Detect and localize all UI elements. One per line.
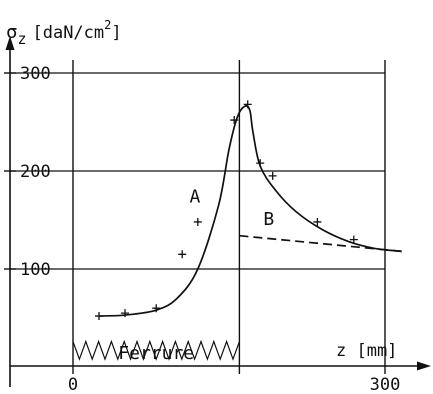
y-label-unit: [daN/cm [32, 23, 104, 43]
ferrure-label: Ferrure [118, 343, 194, 364]
measured-points [95, 100, 358, 321]
x-axis-label: z [mm] [336, 341, 397, 361]
y-tick-label-1: 200 [20, 162, 51, 182]
y-tick-label-2: 300 [20, 64, 51, 84]
data-point-0 [95, 312, 103, 321]
series-labels: AB [189, 186, 274, 230]
ferrure-zigzag [72, 339, 240, 361]
data-point-8 [268, 171, 277, 180]
series-label-A: A [189, 186, 200, 207]
x-tick-label-0: 0 [68, 375, 78, 394]
y-label-symbol: σ [6, 21, 17, 43]
y-ticks: 100 200 300 [4, 64, 51, 280]
data-point-4 [193, 217, 202, 226]
data-point-3 [178, 250, 187, 259]
data-point-7 [256, 159, 265, 168]
data-point-6 [243, 100, 252, 109]
series-line-A [98, 105, 402, 317]
series-group [98, 105, 402, 317]
data-point-10 [349, 235, 358, 244]
y-tick-label-0: 100 [20, 260, 51, 280]
data-point-9 [313, 217, 322, 226]
x-axis-arrow [417, 361, 431, 371]
y-axis-label: σz [daN/cm2] [6, 18, 122, 48]
ferrure-region: Ferrure [72, 339, 240, 364]
data-point-5 [230, 116, 239, 125]
y-label-subscript: z [17, 30, 26, 48]
series-label-B: B [263, 209, 274, 230]
y-label-close: ] [111, 23, 121, 43]
data-point-1 [121, 309, 129, 318]
data-point-2 [152, 304, 161, 313]
y-label-superscript: 2 [104, 18, 111, 32]
axes [5, 36, 431, 387]
y-axis-arrow [5, 36, 15, 50]
grid-lines [10, 60, 386, 374]
x-ticks: 0 300 [68, 375, 400, 394]
x-tick-label-1: 300 [370, 375, 401, 394]
